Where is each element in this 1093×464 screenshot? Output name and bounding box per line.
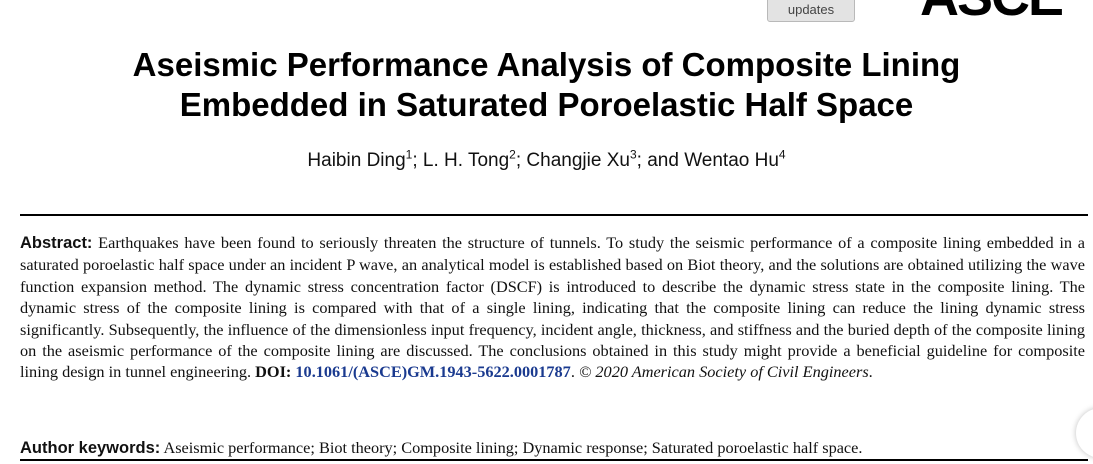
abstract-paragraph: Abstract: Earthquakes have been found to… bbox=[20, 233, 1085, 382]
author-keywords: Author keywords: Aseismic performance; B… bbox=[20, 437, 1085, 459]
author-affiliation-mark: 4 bbox=[778, 147, 786, 162]
author-separator: ; bbox=[515, 150, 527, 171]
author-name[interactable]: Changjie Xu bbox=[526, 150, 630, 171]
title-line-2: Embedded in Saturated Poroelastic Half S… bbox=[179, 86, 914, 123]
check-for-updates-badge[interactable]: updates bbox=[767, 0, 855, 22]
keywords-text: Aseismic performance; Biot theory; Compo… bbox=[163, 438, 863, 457]
author-name[interactable]: Haibin Ding bbox=[307, 150, 406, 171]
asce-logo: ASCE bbox=[920, 0, 1064, 24]
author-affiliation-mark: 3 bbox=[629, 147, 637, 162]
keywords-label: Author keywords: bbox=[20, 439, 161, 457]
doi-link[interactable]: 10.1061/(ASCE)GM.1943-5622.0001787 bbox=[295, 362, 571, 382]
section-divider-top bbox=[20, 214, 1088, 216]
doi-label: DOI: bbox=[255, 362, 292, 382]
paper-title: Aseismic Performance Analysis of Composi… bbox=[40, 45, 1053, 125]
author-name[interactable]: Wentao Hu bbox=[684, 150, 779, 171]
section-divider-bottom bbox=[20, 459, 1088, 461]
copyright-notice: © 2020 American Society of Civil Enginee… bbox=[578, 362, 869, 382]
abstract-label: Abstract: bbox=[20, 234, 93, 252]
author-separator: ; bbox=[412, 150, 423, 171]
updates-label: updates bbox=[787, 2, 835, 17]
title-line-1: Aseismic Performance Analysis of Composi… bbox=[132, 46, 961, 83]
author-list: Haibin Ding1; L. H. Tong2; Changjie Xu3;… bbox=[0, 147, 1093, 172]
author-affiliation-mark: 2 bbox=[509, 147, 516, 162]
author-affiliation-mark: 1 bbox=[405, 147, 413, 162]
author-separator: ; and bbox=[636, 150, 685, 171]
abstract-text: Earthquakes have been found to seriously… bbox=[20, 233, 1085, 382]
author-name[interactable]: L. H. Tong bbox=[422, 150, 510, 171]
floating-action-button[interactable] bbox=[1076, 408, 1093, 458]
